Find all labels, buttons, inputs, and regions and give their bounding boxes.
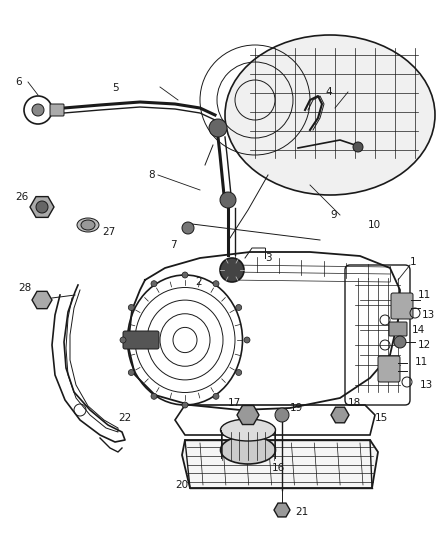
Polygon shape (182, 440, 378, 488)
Circle shape (128, 304, 134, 311)
Circle shape (220, 258, 244, 282)
Text: 18: 18 (348, 398, 361, 408)
Ellipse shape (220, 419, 276, 441)
Text: 19: 19 (290, 403, 303, 413)
Text: 17: 17 (228, 398, 241, 408)
Text: 9: 9 (330, 210, 337, 220)
Text: 15: 15 (375, 413, 388, 423)
Circle shape (220, 192, 236, 208)
Text: 5: 5 (112, 83, 119, 93)
Text: 21: 21 (295, 507, 308, 517)
Circle shape (275, 408, 289, 422)
Circle shape (182, 272, 188, 278)
Text: 1: 1 (410, 257, 417, 267)
Text: 11: 11 (415, 357, 428, 367)
Circle shape (182, 402, 188, 408)
Text: 20: 20 (175, 480, 188, 490)
Circle shape (213, 281, 219, 287)
Text: 8: 8 (148, 170, 155, 180)
Text: 16: 16 (272, 463, 285, 473)
Circle shape (244, 337, 250, 343)
Text: 3: 3 (265, 253, 272, 263)
Text: 7: 7 (170, 240, 177, 250)
Circle shape (236, 369, 242, 376)
Circle shape (128, 369, 134, 376)
Text: 26: 26 (15, 192, 28, 202)
Circle shape (36, 201, 48, 213)
FancyBboxPatch shape (389, 322, 407, 336)
Text: 6: 6 (15, 77, 21, 87)
Circle shape (182, 222, 194, 234)
Text: 10: 10 (368, 220, 381, 230)
Circle shape (236, 304, 242, 311)
Circle shape (151, 393, 157, 399)
FancyBboxPatch shape (378, 356, 400, 382)
FancyBboxPatch shape (50, 104, 64, 116)
Circle shape (353, 142, 363, 152)
Text: 14: 14 (412, 325, 425, 335)
Circle shape (151, 281, 157, 287)
Text: 28: 28 (18, 283, 31, 293)
Circle shape (32, 104, 44, 116)
FancyBboxPatch shape (391, 293, 413, 319)
Text: 4: 4 (325, 87, 332, 97)
Text: 22: 22 (118, 413, 131, 423)
FancyBboxPatch shape (123, 331, 159, 349)
Text: 13: 13 (422, 310, 435, 320)
Circle shape (213, 393, 219, 399)
Text: 12: 12 (418, 340, 431, 350)
Circle shape (120, 337, 126, 343)
Text: 11: 11 (418, 290, 431, 300)
Text: 2: 2 (195, 277, 201, 287)
Text: 13: 13 (420, 380, 433, 390)
Circle shape (209, 119, 227, 137)
Circle shape (394, 336, 406, 348)
Ellipse shape (81, 220, 95, 230)
Text: 27: 27 (102, 227, 115, 237)
Ellipse shape (220, 436, 276, 464)
Ellipse shape (225, 35, 435, 195)
Ellipse shape (77, 218, 99, 232)
